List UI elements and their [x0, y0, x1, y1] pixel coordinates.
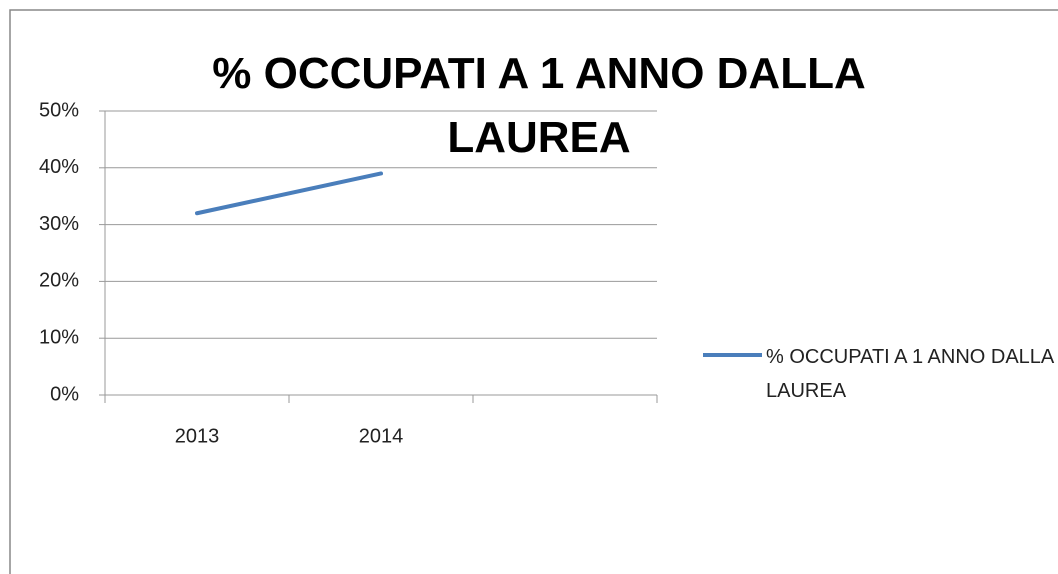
x-tick-label: 2013: [175, 425, 220, 447]
y-tick-label: 30%: [39, 213, 79, 235]
y-tick-label: 0%: [50, 383, 79, 405]
chart-title: % OCCUPATI A 1 ANNO DALLA LAUREA: [212, 49, 866, 162]
data-line: [195, 171, 383, 216]
y-tick-label: 40%: [39, 156, 79, 178]
y-tick-label: 50%: [39, 99, 79, 121]
chart-frame: [9, 9, 1058, 574]
y-tick-label: 10%: [39, 326, 79, 348]
legend-label: % OCCUPATI A 1 ANNO DALLA LAUREA: [766, 346, 1054, 402]
x-tick-label: 2014: [359, 425, 404, 447]
y-tick-label: 20%: [39, 270, 79, 292]
